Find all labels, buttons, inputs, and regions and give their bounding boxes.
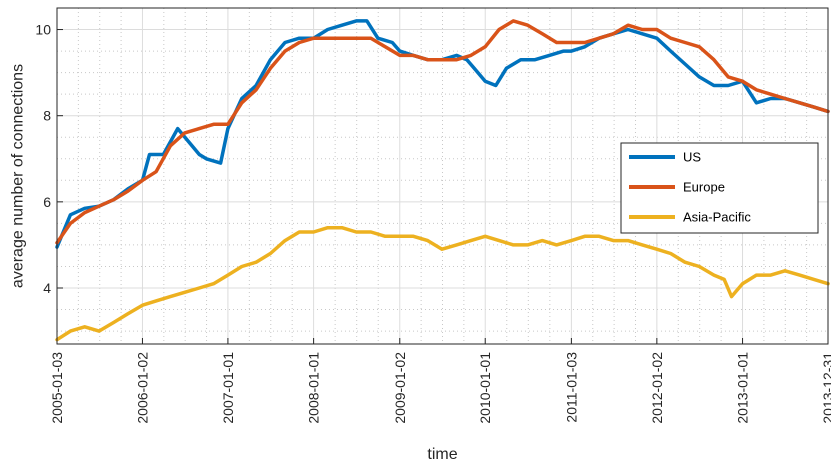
legend: US Europe Asia-Pacific	[620, 142, 819, 234]
x-tick-label: 2013-01-01	[735, 352, 751, 424]
x-tick-label: 2011-01-03	[563, 352, 579, 423]
series-layer	[55, 19, 830, 342]
y-tick-label: 10	[35, 22, 51, 38]
x-tick-label: 2008-01-01	[306, 352, 322, 424]
x-axis: 2005-01-03 2006-01-02 2007-01-01 2008-01-01…	[49, 338, 831, 424]
series-line-europe	[55, 19, 830, 245]
legend-label-asia-pacific: Asia-Pacific	[683, 210, 751, 225]
x-tick-label: 2010-01-01	[477, 352, 493, 424]
y-tick-label: 8	[43, 108, 51, 124]
series-line-asia-pacific	[55, 225, 830, 342]
x-tick-label: 2006-01-02	[134, 352, 150, 424]
x-tick-label: 2013-12-31	[820, 352, 831, 424]
x-tick-label: 2012-01-02	[649, 352, 665, 424]
y-tick-label: 4	[43, 280, 51, 296]
x-tick-label: 2005-01-03	[49, 352, 65, 424]
legend-label-us: US	[683, 150, 701, 165]
y-axis: 4 6 8 10	[35, 22, 63, 296]
legend-label-europe: Europe	[683, 180, 725, 195]
y-tick-label: 6	[43, 194, 51, 210]
x-tick-label: 2009-01-02	[392, 352, 408, 424]
y-axis-label: average number of connections	[10, 64, 27, 288]
plot-frame	[56, 7, 829, 345]
x-tick-label: 2007-01-01	[220, 352, 236, 424]
x-axis-label: time	[427, 446, 457, 463]
